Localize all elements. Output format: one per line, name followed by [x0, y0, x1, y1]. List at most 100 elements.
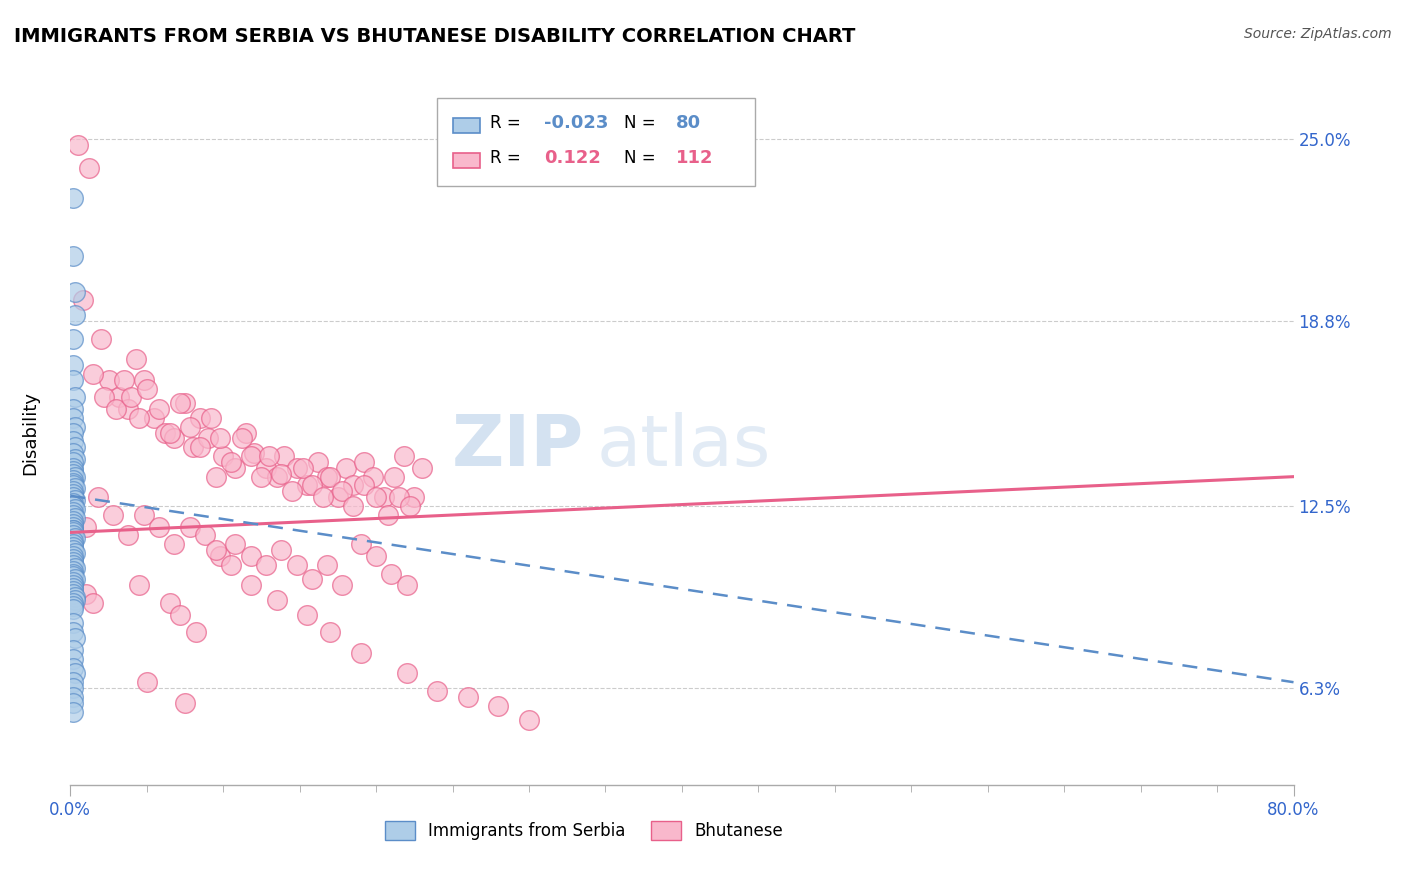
Text: N =: N = [624, 113, 661, 131]
Point [63, 419, 86, 434]
Point [62, 552, 84, 566]
Point [361, 469, 384, 483]
Point [62, 602, 84, 616]
Text: IMMIGRANTS FROM SERBIA VS BHUTANESE DISABILITY CORRELATION CHART: IMMIGRANTS FROM SERBIA VS BHUTANESE DISA… [14, 27, 855, 45]
Point [62, 478, 84, 492]
Point [250, 469, 273, 483]
Point [380, 566, 402, 581]
Point [301, 478, 323, 492]
Point [169, 607, 191, 622]
Text: R =: R = [489, 149, 526, 167]
Point [270, 467, 292, 481]
Point [404, 490, 426, 504]
Point [117, 402, 139, 417]
Point [143, 411, 166, 425]
Point [285, 558, 308, 572]
Point [63, 573, 86, 587]
Point [62, 564, 84, 578]
Point [125, 352, 148, 367]
Point [239, 549, 262, 563]
Point [63, 482, 86, 496]
Point [62, 555, 84, 569]
Point [224, 460, 246, 475]
FancyBboxPatch shape [437, 98, 755, 186]
Point [62, 505, 84, 519]
Point [239, 449, 262, 463]
Point [62, 584, 84, 599]
Point [117, 528, 139, 542]
Point [87, 490, 110, 504]
Point [62, 581, 84, 595]
Point [112, 373, 135, 387]
Text: atlas: atlas [596, 412, 770, 481]
Point [62, 575, 84, 590]
Text: -0.023: -0.023 [544, 113, 607, 131]
Point [266, 593, 288, 607]
Point [62, 455, 84, 469]
Point [62, 402, 84, 417]
Point [231, 432, 253, 446]
Point [82, 367, 104, 381]
Point [270, 543, 292, 558]
Point [517, 714, 540, 728]
Point [63, 452, 86, 467]
Point [62, 519, 84, 533]
Point [62, 250, 84, 264]
Point [63, 502, 86, 516]
Point [291, 460, 314, 475]
Point [63, 593, 86, 607]
Point [63, 560, 86, 574]
Point [62, 446, 84, 460]
Point [273, 449, 295, 463]
Text: Disability: Disability [21, 391, 39, 475]
Point [62, 681, 84, 695]
Point [75, 587, 97, 601]
Point [224, 537, 246, 551]
Point [350, 537, 373, 551]
Point [62, 651, 84, 665]
Point [174, 696, 197, 710]
Point [266, 469, 288, 483]
Point [63, 493, 86, 508]
Point [132, 373, 155, 387]
Legend: Immigrants from Serbia, Bhutanese: Immigrants from Serbia, Bhutanese [378, 814, 790, 847]
Point [62, 332, 84, 346]
Point [62, 690, 84, 704]
Point [169, 396, 191, 410]
Point [411, 460, 433, 475]
Point [297, 478, 319, 492]
Point [62, 599, 84, 613]
Point [63, 590, 86, 604]
Point [297, 607, 319, 622]
Point [108, 391, 131, 405]
Point [174, 396, 197, 410]
Point [257, 449, 280, 463]
Point [159, 425, 181, 440]
Point [184, 625, 207, 640]
Point [63, 546, 86, 560]
Bar [453, 118, 479, 133]
Point [62, 660, 84, 674]
Point [153, 425, 176, 440]
Point [163, 432, 186, 446]
Point [62, 460, 84, 475]
Point [285, 460, 308, 475]
Point [254, 558, 277, 572]
Point [75, 519, 97, 533]
Point [62, 499, 84, 513]
Point [128, 411, 150, 425]
Point [62, 696, 84, 710]
Point [342, 499, 364, 513]
Point [63, 440, 86, 454]
Point [135, 382, 157, 396]
Point [188, 411, 211, 425]
Point [93, 391, 115, 405]
Point [377, 508, 399, 522]
Point [235, 425, 257, 440]
Point [179, 419, 201, 434]
Text: R =: R = [489, 113, 526, 131]
Point [62, 705, 84, 719]
Point [62, 596, 84, 610]
Point [132, 508, 155, 522]
Point [373, 490, 395, 504]
